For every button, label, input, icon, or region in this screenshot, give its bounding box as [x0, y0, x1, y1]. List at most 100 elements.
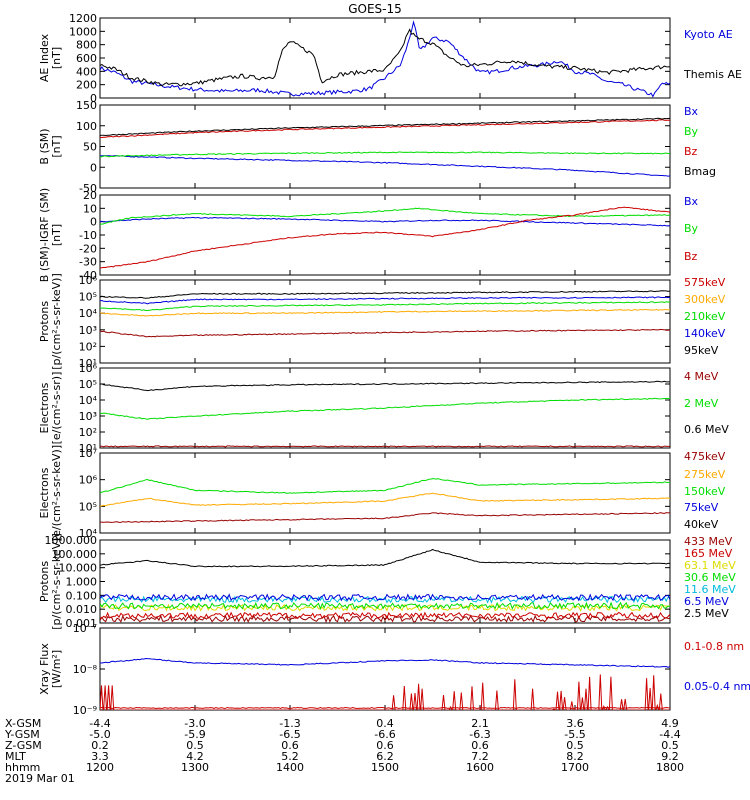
x-axis-row-value: 1200	[86, 761, 114, 774]
series-line-0-1-0-8-nm	[100, 706, 670, 709]
x-axis-row-value: 1600	[466, 761, 494, 774]
legend-label: 30.6 MeV	[684, 571, 736, 584]
y-tick-label: 0.100	[66, 589, 98, 602]
series-line-433-mev	[100, 614, 670, 623]
series-line-95kev	[100, 328, 670, 338]
y-axis-label: Protons	[38, 561, 51, 602]
series-line-300kev	[100, 308, 670, 317]
series-line-bx	[100, 155, 670, 177]
panel-bsm: -50 0 50 100 150 B (SM) [nT] Bx By Bz Bmag	[38, 99, 716, 195]
series-line-2-5-mev	[100, 548, 670, 568]
series-line-kyoto-ae	[100, 20, 670, 98]
y-tick-label: 1000	[69, 25, 97, 38]
y-tick-label: 10⁶	[79, 474, 98, 487]
legend-label: Kyoto AE	[684, 28, 733, 41]
y-axis-label: [nT]	[50, 135, 63, 157]
series-line-2-mev	[100, 397, 670, 420]
y-axis-label: [W/m²]	[50, 650, 63, 688]
y-tick-label: 100.000	[52, 548, 98, 561]
x-axis-row-value: 7.2	[471, 750, 489, 763]
series-line-by	[100, 151, 670, 158]
series-line-575kev	[100, 290, 670, 299]
legend-label: 475keV	[684, 450, 726, 463]
legend-label: 4 MeV	[684, 370, 719, 383]
y-tick-label: -40	[79, 269, 97, 282]
y-axis-label: AE Index	[38, 33, 51, 82]
panel-frame	[99, 539, 671, 624]
legend-label: Bz	[684, 250, 698, 263]
series-line-0-05-0-4-nm	[100, 657, 670, 668]
y-axis-label: [nT]	[50, 224, 63, 246]
x-axis-row-value: 3.6	[566, 717, 584, 730]
series-line-165-mev	[100, 611, 670, 620]
y-tick-label: 10⁵	[79, 500, 97, 513]
y-axis-label: [p/(cm²-s-sr-keV)]	[50, 533, 63, 630]
x-axis-ephemeris: X-GSM -4.4 -3.0 -1.3 0.4 2.1 3.6 4.9 Y-GSM -5.0 -5…	[4, 717, 684, 785]
legend-label: 63.1 MeV	[684, 559, 736, 572]
y-tick-label: 10⁷	[79, 447, 97, 460]
y-tick-label: 200	[76, 79, 97, 92]
y-tick-label: -10	[79, 229, 97, 242]
y-tick-label: 800	[76, 39, 97, 52]
y-tick-label: -30	[79, 256, 97, 269]
series-line-140kev	[100, 296, 670, 305]
x-axis-row-value: -6.3	[469, 728, 490, 741]
y-tick-label: 10⁶	[79, 274, 98, 287]
legend-label: 0.05-0.4 nm	[684, 680, 750, 693]
x-axis-row-value: 0.5	[186, 739, 204, 752]
y-axis-label: Protons	[38, 301, 51, 342]
panel-frame	[99, 104, 671, 189]
x-axis-row-value: 8.2	[566, 750, 584, 763]
y-axis-label: Electrons	[38, 382, 51, 433]
y-tick-label: 1200	[69, 12, 97, 25]
series-line-4-mev	[100, 445, 670, 448]
x-axis-row-value: 0.6	[376, 739, 394, 752]
y-tick-label: 20	[83, 189, 97, 202]
x-axis-row-value: 0.5	[566, 739, 584, 752]
legend-label: 275keV	[684, 468, 726, 481]
x-axis-row-value: 2.1	[471, 717, 489, 730]
legend-label: 2.5 MeV	[684, 607, 729, 620]
legend-label: By	[684, 222, 699, 235]
y-tick-label: 400	[76, 65, 97, 78]
y-tick-label: 10⁻⁸	[73, 663, 98, 676]
y-tick-label: 10	[83, 202, 97, 215]
y-tick-label: 10⁶	[79, 362, 98, 375]
y-axis-label: [nT]	[50, 47, 63, 69]
legend-label: 2 MeV	[684, 397, 719, 410]
y-tick-label: 10⁻⁹	[73, 704, 97, 717]
x-axis-row-value: 4.9	[661, 717, 679, 730]
series-line-30-6-mev	[100, 601, 670, 611]
series-line-275kev	[100, 492, 670, 507]
series-line-150kev	[100, 478, 670, 494]
y-tick-label: 0.001	[66, 617, 98, 630]
panel-protons: 10¹ 10² 10³ 10⁴ 10⁵ 10⁶ Protons [p/(cm²-s-sr-ke…	[38, 273, 726, 370]
y-axis-label: [p/(cm²-s-sr-keV)]	[50, 273, 63, 370]
series-line-6-5-mev	[100, 593, 670, 602]
series-line-210kev	[100, 301, 670, 311]
y-tick-label: 10³	[79, 410, 97, 423]
legend-label: Bmag	[684, 165, 716, 178]
panel-frame	[99, 194, 671, 276]
x-axis-row-value: 4.2	[186, 750, 204, 763]
y-tick-label: 10²	[79, 340, 97, 353]
legend-label: Bz	[684, 145, 698, 158]
legend-label: 150keV	[684, 485, 726, 498]
series-line-bz	[100, 206, 670, 269]
x-axis-row-value: 1400	[276, 761, 304, 774]
legend-label: 75keV	[684, 501, 719, 514]
y-tick-label: 0	[90, 216, 97, 229]
y-tick-label: 1000.000	[45, 534, 98, 547]
y-tick-label: 10¹	[79, 357, 97, 370]
legend-label: 95keV	[684, 344, 719, 357]
x-axis-row-label: Z-GSM	[5, 739, 42, 752]
series-line-themis-ae	[100, 28, 670, 87]
x-axis-row-value: 1500	[371, 761, 399, 774]
y-tick-label: 10³	[79, 324, 97, 337]
legend-label: 11.6 MeV	[684, 583, 736, 596]
y-tick-label: 150	[76, 99, 97, 112]
x-axis-row-label: X-GSM	[5, 717, 41, 730]
x-axis-row-label: hhmm	[5, 761, 40, 774]
